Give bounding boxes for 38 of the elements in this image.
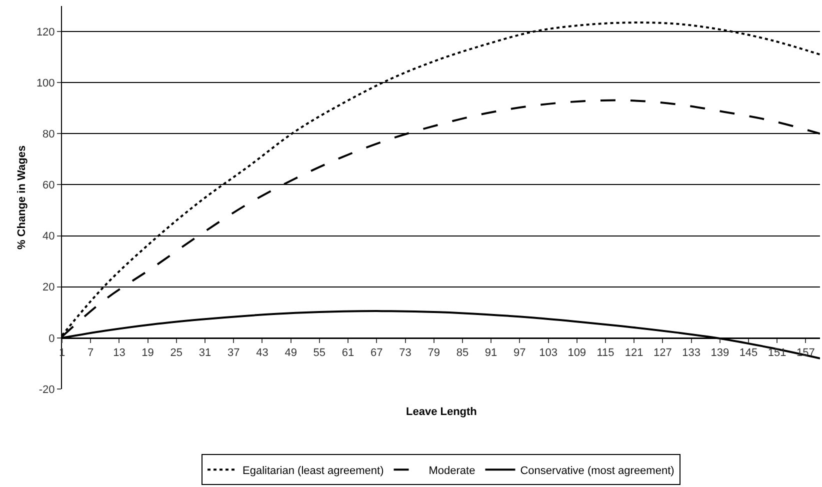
x-tick-label: 7 (88, 347, 94, 360)
x-tick-label: 61 (342, 347, 354, 360)
x-tick-label: 151 (768, 347, 786, 360)
x-tick-label: 121 (624, 347, 644, 360)
x-tick-label: 133 (682, 347, 700, 360)
x-tick-label: 67 (370, 347, 383, 360)
y-axis-title: % Change in Wages (16, 145, 28, 250)
y-tick-label: 60 (42, 180, 55, 192)
legend-label: Moderate (428, 464, 476, 477)
x-tick-label: 73 (399, 347, 412, 360)
x-tick-label: 103 (539, 347, 558, 360)
x-tick-label: 109 (568, 347, 586, 360)
x-tick-label: 115 (596, 347, 614, 360)
y-tick-label: 120 (36, 26, 55, 38)
legend-label: Egalitarian (least agreement) (242, 464, 384, 477)
x-tick-label: 79 (428, 347, 440, 360)
x-tick-label: 31 (198, 347, 212, 360)
x-tick-label: 13 (113, 347, 126, 360)
y-tick-label: 80 (42, 128, 55, 141)
x-tick-label: 43 (256, 347, 268, 360)
x-tick-label: 49 (284, 347, 297, 360)
x-tick-label: 37 (227, 347, 240, 360)
x-tick-label: 91 (484, 347, 498, 360)
x-tick-label: 145 (739, 347, 758, 360)
x-tick-label: 25 (170, 347, 183, 360)
y-tick-label: 0 (48, 332, 55, 345)
legend-label: Conservative (most agreement) (520, 464, 674, 477)
y-tick-label: 40 (42, 230, 55, 243)
x-tick-label: 139 (710, 347, 730, 360)
x-axis-title: Leave Length (406, 406, 478, 418)
x-tick-label: 55 (313, 347, 326, 360)
y-tick-label: 100 (36, 77, 55, 90)
x-tick-label: 127 (654, 347, 672, 360)
y-tick-label: 20 (42, 282, 55, 294)
x-tick-label: 85 (456, 347, 469, 360)
x-tick-label: 19 (142, 347, 154, 360)
y-tick-label: -20 (38, 384, 55, 396)
x-tick-label: 97 (514, 347, 526, 360)
